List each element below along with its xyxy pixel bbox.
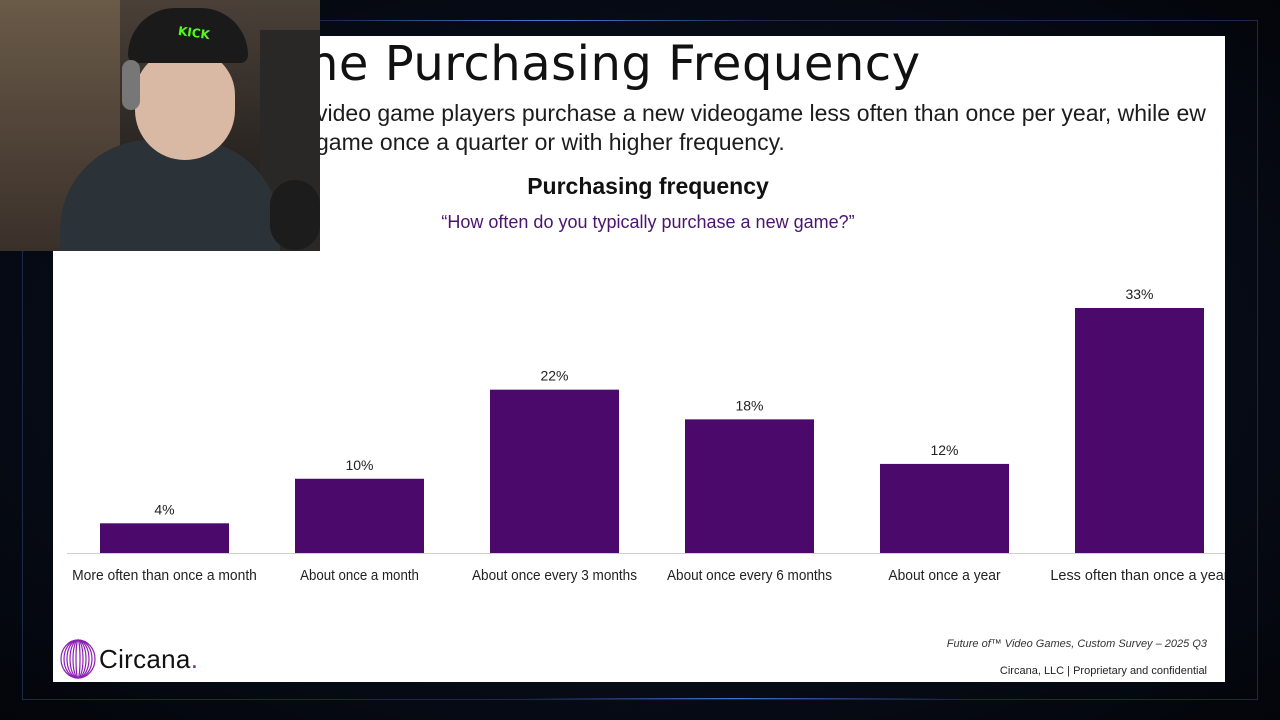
data-label: 10%: [345, 457, 373, 473]
slide-title: ne Purchasing Frequency: [308, 36, 921, 92]
bar: [685, 419, 814, 553]
chart-question: “How often do you typically purchase a n…: [441, 212, 855, 232]
circana-logo-text: Circana.: [99, 643, 199, 674]
circana-logo: Circana.: [59, 638, 198, 680]
webcam-streamer-cap: [128, 8, 248, 63]
webcam-overlay: KICK: [0, 0, 320, 251]
overlay-glow-top: [330, 20, 760, 21]
slide-footer: Circana, LLC | Proprietary and confident…: [999, 665, 1207, 677]
data-label: 12%: [930, 442, 958, 458]
category-tick-label: About once a month: [300, 567, 419, 584]
bar: [490, 389, 619, 553]
category-tick-label: More often than once a month: [72, 567, 257, 584]
webcam-streamer-hoodie: [60, 140, 280, 251]
circana-logo-icon: [60, 639, 96, 679]
category-tick-label: About once every 6 months: [667, 567, 832, 584]
slide-subtitle: video game players purchase a new videog…: [316, 100, 1206, 155]
headphone-icon: [122, 60, 140, 110]
chart-title: Purchasing frequency: [527, 173, 769, 199]
bar-chart: 4% More often than once a month 10% About o…: [67, 286, 1225, 584]
category-tick-label: Less often than once a year: [1050, 567, 1225, 584]
data-label: 4%: [154, 501, 174, 517]
webcam-streamer-face: [135, 50, 235, 160]
bar: [100, 523, 229, 553]
bar: [1075, 308, 1204, 553]
overlay-glow-bottom: [520, 698, 950, 699]
data-label: 18%: [735, 397, 763, 413]
bar: [880, 463, 1009, 553]
category-tick-label: About once every 3 months: [472, 567, 637, 584]
data-label: 33%: [1125, 286, 1153, 302]
category-tick-label: About once a year: [888, 567, 1000, 584]
microphone-icon: [270, 180, 320, 250]
data-label: 22%: [540, 368, 568, 384]
bar: [295, 478, 424, 553]
source-note: Future of™ Video Games, Custom Survey – …: [946, 638, 1207, 650]
